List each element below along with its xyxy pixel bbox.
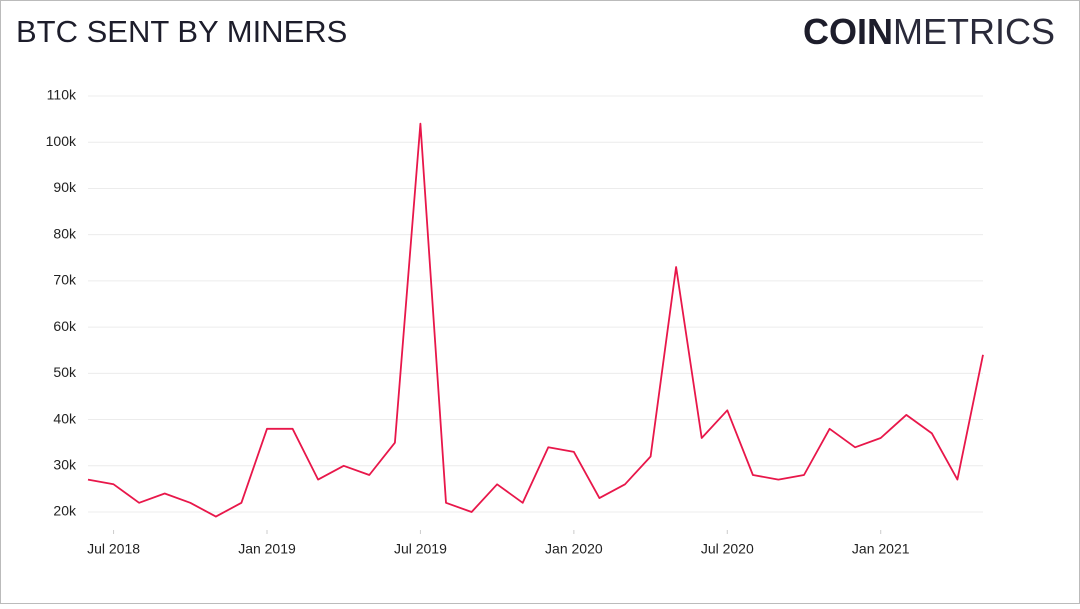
y-tick-label: 90k [53, 179, 77, 195]
y-tick-label: 20k [53, 503, 77, 519]
y-tick-label: 30k [53, 456, 77, 472]
y-tick-label: 110k [47, 87, 77, 103]
y-tick-label: 70k [53, 272, 77, 288]
brand-bold: COIN [803, 11, 893, 52]
chart-title: BTC SENT BY MINERS [16, 14, 347, 49]
x-tick-label: Jul 2020 [701, 541, 754, 557]
x-tick-label: Jan 2021 [852, 541, 910, 557]
x-tick-label: Jul 2018 [87, 541, 140, 557]
data-line [87, 122, 984, 518]
y-tick-label: 60k [53, 318, 77, 334]
y-tick-label: 40k [53, 410, 77, 426]
x-tick-label: Jan 2020 [545, 541, 603, 557]
brand-light: METRICS [893, 11, 1055, 52]
y-tick-label: 100k [46, 133, 77, 149]
y-tick-label: 50k [53, 364, 77, 380]
brand-logo: COINMETRICS [803, 11, 1055, 52]
y-tick-label: 80k [53, 225, 77, 241]
x-tick-label: Jul 2019 [394, 541, 447, 557]
x-tick-label: Jan 2019 [238, 541, 296, 557]
